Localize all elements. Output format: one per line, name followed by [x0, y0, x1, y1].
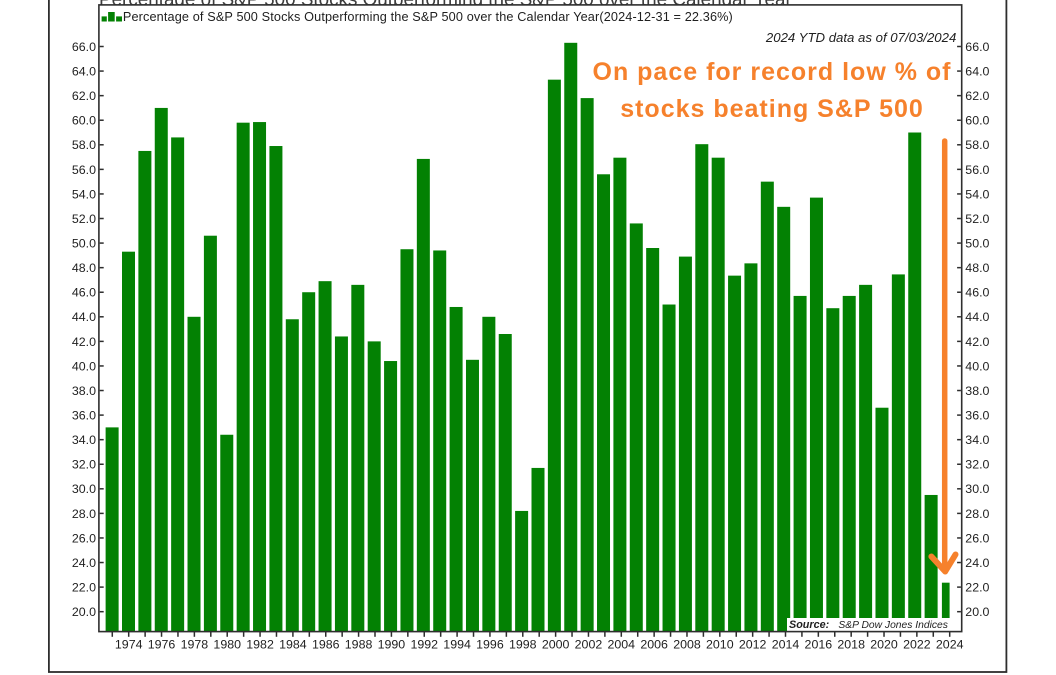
svg-text:1976: 1976: [148, 638, 176, 652]
svg-text:2002: 2002: [575, 638, 603, 652]
svg-text:44.0: 44.0: [72, 310, 96, 324]
svg-text:24.0: 24.0: [965, 556, 989, 570]
svg-text:2020: 2020: [870, 638, 898, 652]
svg-text:46.0: 46.0: [965, 286, 989, 300]
svg-text:On pace for record low % of: On pace for record low % of: [593, 58, 952, 86]
svg-text:48.0: 48.0: [965, 261, 989, 275]
svg-text:28.0: 28.0: [965, 507, 989, 521]
svg-text:60.0: 60.0: [965, 114, 989, 128]
svg-text:40.0: 40.0: [72, 359, 96, 373]
svg-text:2014: 2014: [772, 638, 800, 652]
svg-text:54.0: 54.0: [965, 187, 989, 201]
svg-text:1990: 1990: [378, 638, 406, 652]
svg-text:58.0: 58.0: [72, 138, 96, 152]
svg-text:62.0: 62.0: [72, 89, 96, 103]
svg-text:2012: 2012: [739, 638, 767, 652]
svg-text:1980: 1980: [213, 638, 241, 652]
svg-text:44.0: 44.0: [965, 310, 989, 324]
svg-text:1982: 1982: [246, 638, 274, 652]
svg-text:28.0: 28.0: [72, 507, 96, 521]
svg-text:Percentage of S&P 500 Stocks O: Percentage of S&P 500 Stocks Outperformi…: [123, 10, 733, 24]
svg-text:40.0: 40.0: [965, 359, 989, 373]
svg-text:2024: 2024: [936, 638, 964, 652]
svg-text:64.0: 64.0: [72, 64, 96, 78]
svg-text:1978: 1978: [181, 638, 209, 652]
svg-text:30.0: 30.0: [965, 482, 989, 496]
svg-text:66.0: 66.0: [72, 40, 96, 54]
svg-text:20.0: 20.0: [72, 605, 96, 619]
svg-text:1994: 1994: [443, 638, 471, 652]
svg-text:34.0: 34.0: [965, 433, 989, 447]
svg-text:22.0: 22.0: [72, 581, 96, 595]
svg-text:56.0: 56.0: [965, 163, 989, 177]
svg-text:1996: 1996: [476, 638, 504, 652]
svg-text:32.0: 32.0: [72, 458, 96, 472]
svg-text:38.0: 38.0: [965, 384, 989, 398]
svg-text:2000: 2000: [542, 638, 570, 652]
svg-text:34.0: 34.0: [72, 433, 96, 447]
svg-text:62.0: 62.0: [965, 89, 989, 103]
svg-text:1986: 1986: [312, 638, 340, 652]
svg-text:S&P Dow Jones Indices: S&P Dow Jones Indices: [838, 620, 948, 631]
svg-text:60.0: 60.0: [72, 114, 96, 128]
svg-text:26.0: 26.0: [965, 531, 989, 545]
svg-text:36.0: 36.0: [965, 409, 989, 423]
svg-text:2024 YTD data as of 07/03/2024: 2024 YTD data as of 07/03/2024: [765, 30, 956, 45]
svg-text:50.0: 50.0: [965, 236, 989, 250]
svg-text:42.0: 42.0: [72, 335, 96, 349]
svg-text:26.0: 26.0: [72, 531, 96, 545]
svg-text:52.0: 52.0: [72, 212, 96, 226]
svg-text:2006: 2006: [640, 638, 668, 652]
svg-text:2008: 2008: [673, 638, 701, 652]
svg-text:2010: 2010: [706, 638, 734, 652]
svg-text:1998: 1998: [509, 638, 537, 652]
svg-text:64.0: 64.0: [965, 64, 989, 78]
svg-text:42.0: 42.0: [965, 335, 989, 349]
svg-text:1984: 1984: [279, 638, 307, 652]
svg-text:20.0: 20.0: [965, 605, 989, 619]
svg-text:54.0: 54.0: [72, 187, 96, 201]
svg-text:1992: 1992: [410, 638, 438, 652]
svg-text:52.0: 52.0: [965, 212, 989, 226]
svg-text:66.0: 66.0: [965, 40, 989, 54]
svg-text:56.0: 56.0: [72, 163, 96, 177]
svg-text:1988: 1988: [345, 638, 373, 652]
svg-text:2004: 2004: [608, 638, 636, 652]
svg-text:30.0: 30.0: [72, 482, 96, 496]
svg-text:46.0: 46.0: [72, 286, 96, 300]
svg-text:32.0: 32.0: [965, 458, 989, 472]
svg-text:stocks beating S&P 500: stocks beating S&P 500: [620, 95, 924, 123]
svg-text:Source:: Source:: [789, 619, 830, 631]
svg-text:58.0: 58.0: [965, 138, 989, 152]
svg-text:48.0: 48.0: [72, 261, 96, 275]
svg-text:1974: 1974: [115, 638, 143, 652]
svg-text:22.0: 22.0: [965, 581, 989, 595]
svg-text:50.0: 50.0: [72, 236, 96, 250]
svg-text:24.0: 24.0: [72, 556, 96, 570]
svg-text:38.0: 38.0: [72, 384, 96, 398]
svg-text:2016: 2016: [805, 638, 833, 652]
svg-text:2022: 2022: [903, 638, 931, 652]
svg-text:36.0: 36.0: [72, 409, 96, 423]
svg-text:2018: 2018: [837, 638, 865, 652]
